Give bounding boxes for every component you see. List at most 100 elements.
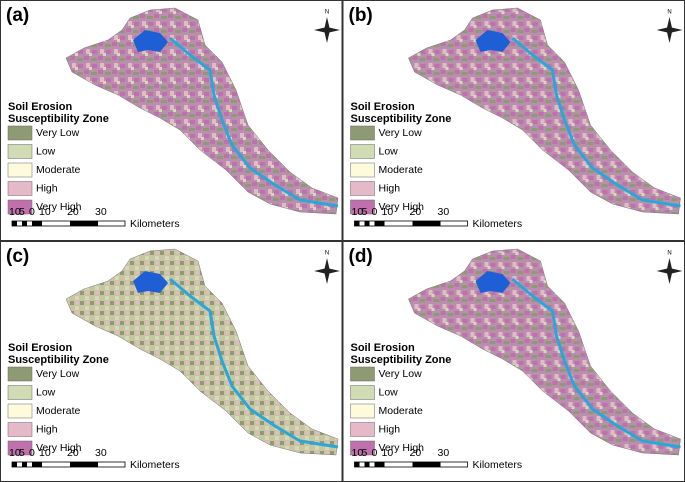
scale-unit: Kilometers [130,218,180,230]
river [169,277,339,449]
scale-unit: Kilometers [130,459,180,471]
scale-bar [11,220,126,227]
legend-swatch [7,385,33,400]
legend-label: Low [36,386,56,398]
scale-label: 10 [352,206,364,218]
watershed [65,7,339,215]
legend-swatch [350,403,375,419]
north-arrow [656,258,683,284]
scale-label: 10 [382,206,394,218]
legend-label: Moderate [36,164,81,176]
north-arrow [314,17,340,43]
scale-label: 10 [9,206,21,218]
legend-swatch [7,162,33,178]
scale-segment [412,221,441,226]
scale-label: 5 [19,206,25,218]
legend-title: Soil Erosion [8,101,72,113]
legend-swatch [350,366,375,382]
legend-label: Very High [36,442,82,454]
scale-label: 30 [438,206,450,218]
scale-label: 0 [29,206,35,218]
legend-title: Soil Erosion [8,342,72,354]
scale-bar [11,461,126,468]
legend-swatch [7,144,33,159]
panel-label: (a) [6,5,29,26]
watershed [408,7,681,215]
panel-border [0,0,343,241]
legend-label: Moderate [379,164,424,176]
scale-segment [12,221,17,226]
scale-segment [354,221,360,226]
reservoir [133,30,168,52]
legend-title: Susceptibility Zone [8,113,109,125]
legend-label: High [379,423,401,435]
legend-label: Very Low [36,127,80,139]
scale-label: 0 [372,206,378,218]
legend-label: Very High [379,442,425,454]
scale-label: 30 [438,447,450,459]
scale-label: 10 [352,447,364,459]
scale-label: 20 [67,447,79,459]
scale-label: 10 [39,206,51,218]
legend-swatch [7,125,33,141]
scale-unit: Kilometers [473,459,523,471]
scale-label: 5 [362,206,368,218]
legend-label: Very High [379,201,425,213]
legend-swatch [350,144,375,159]
legend-swatch [7,181,33,196]
legend-label: Very High [36,201,82,213]
legend-swatch [7,422,33,437]
river [169,36,339,208]
scale-segment [364,221,370,226]
panel-label: (b) [349,5,373,26]
legend-label: High [36,423,58,435]
river [511,36,681,208]
scale-label: 20 [67,206,79,218]
legend-swatch [350,181,375,196]
scale-label: 10 [382,447,394,459]
legend-label: Very Low [379,368,423,380]
scale-segment [412,462,441,467]
legend-label: High [379,182,401,194]
scale-label: 10 [9,447,21,459]
scale-bar [354,220,468,227]
legend-label: Moderate [379,405,424,417]
reservoir [133,271,168,293]
legend-swatch [350,422,375,437]
scale-segment [354,462,360,467]
reservoir [475,30,511,52]
scale-segment [32,221,42,226]
scale-segment [374,462,385,467]
legend-swatch [350,162,375,178]
north-label: N [667,10,671,16]
legend-swatch [7,366,33,382]
legend-title: Susceptibility Zone [351,113,452,125]
north-label: N [667,251,671,257]
legend-label: Low [379,386,399,398]
legend-title: Soil Erosion [351,342,415,354]
scale-label: 20 [410,206,422,218]
legend-title: Soil Erosion [351,101,415,113]
legend-label: Low [36,145,56,157]
legend-label: Very Low [379,127,423,139]
reservoir [475,271,511,293]
legend-title: Susceptibility Zone [8,354,109,366]
scale-segment [12,462,17,467]
scale-label: 5 [362,447,368,459]
panel-label: (d) [349,246,373,267]
north-label: N [325,251,329,257]
scale-segment [70,462,98,467]
scale-bar [354,461,468,468]
scale-segment [374,221,385,226]
scale-label: 0 [372,447,378,459]
legend-label: Moderate [36,405,81,417]
legend-label: High [36,182,58,194]
river [511,277,681,449]
scale-segment [32,462,42,467]
scale-unit: Kilometers [473,218,523,230]
legend-swatch [7,199,33,215]
legend-swatch [7,440,33,456]
